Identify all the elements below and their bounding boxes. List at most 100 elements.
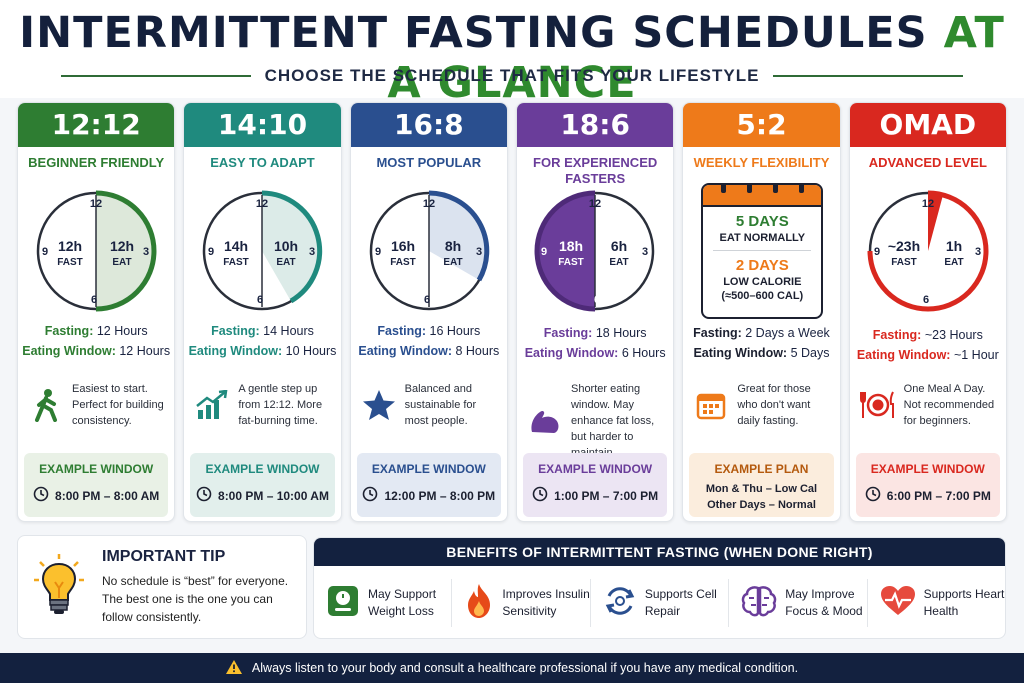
description-text: Easiest to start. Perfect for building c… [72, 383, 164, 427]
clock-num-12: 12 [589, 198, 601, 210]
example-title: EXAMPLE WINDOW [538, 462, 653, 476]
plate-fork-knife-icon [859, 387, 896, 423]
benefit-label: Supports Heart Health [923, 587, 1005, 618]
fast-hours: 16h [391, 238, 415, 254]
example-title: EXAMPLE WINDOW [39, 462, 154, 476]
card-description: A gentle step up from 12:12. More fat-bu… [194, 381, 332, 429]
clock-num-12: 12 [922, 198, 934, 210]
calendar-calories: (≈500–600 CAL) [721, 290, 804, 302]
scale-icon [326, 584, 360, 623]
eating-label: Eating Window: [188, 344, 283, 358]
growth-chart-icon [194, 387, 230, 423]
footer-text: Always listen to your body and consult a… [251, 661, 799, 675]
eating-value: 5 Days [790, 346, 830, 360]
card-stats: Fasting: 12 Hours Eating Window: 12 Hour… [18, 321, 174, 361]
example-window: EXAMPLE WINDOW 12:00 PM – 8:00 PM [356, 453, 501, 517]
description-text: A gentle step up from 12:12. More fat-bu… [238, 383, 323, 427]
clock-num-9: 9 [541, 246, 547, 258]
example-title: EXAMPLE WINDOW [870, 462, 985, 476]
eat-hours: 8h [445, 238, 461, 254]
eating-value: 10 Hours [285, 344, 337, 358]
eating-value: 8 Hours [455, 344, 500, 358]
calendar-low-calorie: LOW CALORIE [723, 276, 802, 288]
fast-label: FAST [224, 257, 250, 268]
example-window: EXAMPLE WINDOW 1:00 PM – 7:00 PM [522, 453, 668, 517]
card-omad: OMAD ADVANCED LEVEL 12 3 6 9 ~23h FAST 1… [848, 102, 1007, 522]
card-title: 16:8 [350, 103, 507, 147]
flexed-arm-icon [527, 403, 563, 439]
clock-icon: 12 3 6 9 12h FAST 12h EAT [36, 190, 157, 312]
eat-label: EAT [113, 257, 132, 268]
fast-label: FAST [558, 257, 584, 268]
cell-cycle-icon [603, 584, 637, 623]
fast-label: FAST [390, 257, 416, 268]
example-value: 8:00 PM – 10:00 AM [218, 488, 329, 503]
important-tip: IMPORTANT TIP No schedule is “best” for … [17, 535, 307, 639]
clock-14-10: 12 3 6 9 14h FAST 10h EAT [184, 187, 340, 315]
clock-num-3: 3 [642, 246, 648, 258]
benefit-weight-loss: May Support Weight Loss [314, 579, 453, 627]
example-title: EXAMPLE WINDOW [371, 462, 486, 476]
divider-left [60, 75, 251, 77]
fasting-value: 18 Hours [595, 326, 647, 340]
card-title: OMAD [849, 103, 1006, 147]
fasting-label: Fasting: [44, 324, 94, 338]
warning-icon [225, 659, 242, 677]
clock-12-12: 12 3 6 9 12h FAST 12h EAT [18, 187, 174, 315]
description-text: Balanced and sustainable for most people… [404, 383, 477, 427]
eat-label: EAT [944, 257, 963, 268]
card-title: 5:2 [683, 103, 840, 147]
card-subtitle: EASY TO ADAPT [210, 155, 315, 170]
eat-hours: 1h [946, 238, 962, 254]
clock-num-3: 3 [975, 246, 981, 258]
title-accent: AT A GLANCE [387, 8, 1005, 108]
card-16-8: 16:8 MOST POPULAR 12 3 6 9 16h FAST 8h E… [349, 102, 508, 522]
clock-num-6: 6 [923, 294, 929, 306]
fast-hours: 18h [559, 238, 583, 254]
fast-label: FAST [57, 257, 83, 268]
card-stats: Fasting: 14 Hours Eating Window: 10 Hour… [184, 321, 340, 361]
flame-icon [464, 583, 494, 624]
benefit-label: May Support Weight Loss [368, 587, 437, 618]
clock-icon: 12 3 6 9 14h FAST 10h EAT [203, 190, 323, 311]
fasting-label: Fasting: [543, 326, 593, 340]
clock-small-icon [196, 486, 212, 505]
card-12-12: 12:12 BEGINNER FRIENDLY 12 3 6 9 12h FAS… [17, 102, 176, 522]
fasting-label: Fasting: [377, 324, 427, 338]
schedule-cards: 12:12 BEGINNER FRIENDLY 12 3 6 9 12h FAS… [17, 102, 1007, 522]
clock-num-12: 12 [423, 198, 435, 210]
example-line-2: Other Days – Normal [707, 499, 816, 511]
tip-title: IMPORTANT TIP [102, 548, 226, 565]
card-description: Easiest to start. Perfect for building c… [28, 381, 166, 429]
fasting-value: 14 Hours [263, 324, 314, 338]
eating-label: Eating Window: [22, 344, 116, 358]
star-icon [361, 387, 397, 423]
walking-person-icon [28, 387, 64, 423]
card-stats: Fasting: 18 Hours Eating Window: 6 Hours [517, 323, 673, 363]
card-title: 14:10 [184, 103, 341, 147]
fast-hours: 14h [224, 238, 248, 254]
clock-16-8: 12 3 6 9 16h FAST 8h EAT [351, 187, 507, 315]
heart-pulse-icon [880, 585, 916, 622]
subtitle-row: CHOOSE THE SCHEDULE THAT FITS YOUR LIFES… [0, 66, 1024, 86]
example-value: 12:00 PM – 8:00 PM [384, 488, 496, 503]
fasting-value: 16 Hours [429, 324, 481, 338]
fasting-value: ~23 Hours [924, 328, 983, 342]
fast-hours: 12h [58, 238, 82, 254]
example-line-1: Mon & Thu – Low Cal [705, 483, 818, 495]
example-title: EXAMPLE WINDOW [205, 462, 320, 476]
clock-small-icon [33, 486, 49, 505]
benefits-title: BENEFITS OF INTERMITTENT FASTING (WHEN D… [314, 538, 1005, 566]
benefit-label: Supports Cell Repair [644, 587, 717, 618]
brain-icon [741, 585, 777, 622]
clock-num-9: 9 [42, 246, 48, 258]
calendar-icon [693, 387, 729, 423]
header: INTERMITTENT FASTING SCHEDULES AT A GLAN… [0, 0, 1024, 108]
clock-num-9: 9 [208, 246, 214, 258]
clock-icon: 12 3 6 9 18h FAST 6h EAT [534, 190, 655, 312]
card-subtitle: BEGINNER FRIENDLY [28, 155, 165, 170]
eating-value: 12 Hours [119, 344, 171, 358]
eating-label: Eating Window: [358, 344, 452, 358]
clock-num-9: 9 [874, 246, 880, 258]
clock-num-12: 12 [90, 198, 102, 210]
